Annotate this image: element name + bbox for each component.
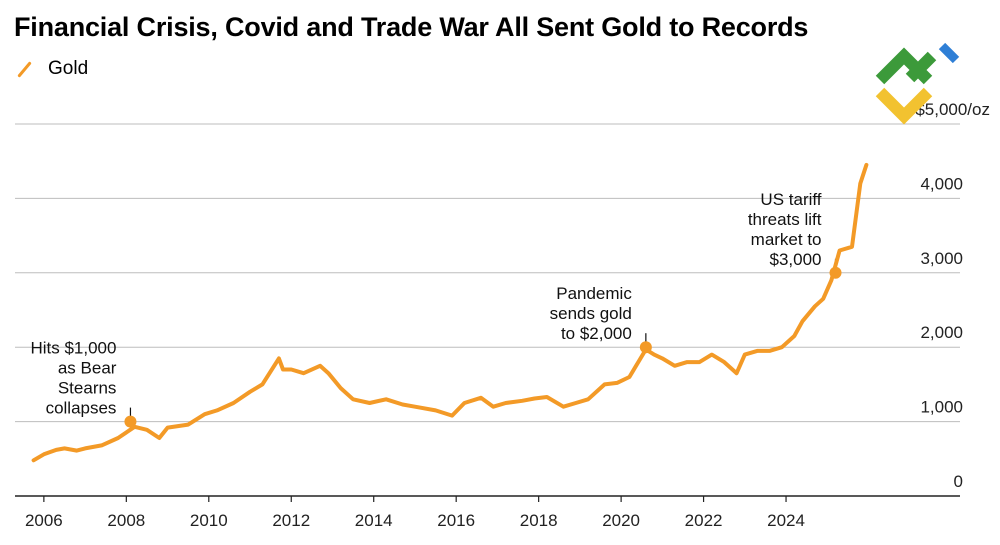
y-tick-label: 1,000 [920,398,963,417]
x-tick-label: 2022 [685,511,723,530]
annotation-text: Hits $1,000 [30,339,116,358]
x-tick-label: 2014 [355,511,393,530]
annotation-text: $3,000 [770,250,822,269]
y-tick-label: 2,000 [920,323,963,342]
legend-label-gold: Gold [48,58,89,79]
annotation-text: as Bear [58,359,117,378]
annotation-marker [829,266,842,279]
chart-title: Financial Crisis, Covid and Trade War Al… [14,12,809,42]
x-tick-label: 2006 [25,511,63,530]
y-tick-label: 4,000 [920,174,963,193]
annotation-text: to $2,000 [561,324,632,343]
annotation-text: Stearns [58,379,117,398]
chart-legend: Gold [14,58,88,80]
x-tick-label: 2018 [520,511,558,530]
annotation-text: US tariff [760,190,821,209]
annotation-text: market to [751,230,822,249]
x-tick-label: 2008 [107,511,145,530]
annotation-text: collapses [46,399,117,418]
gold-price-line [31,162,869,463]
y-tick-label: 3,000 [920,249,963,268]
y-tick-label: 0 [954,472,963,491]
annotation-marker [639,341,652,354]
x-tick-label: 2016 [437,511,475,530]
annotation-marker [124,415,137,428]
annotation-text: threats lift [748,210,822,229]
x-tick-label: 2010 [190,511,228,530]
axis-layer: 0 1,000 2,000 3,000 4,000 $5,000/oz 2006 2008 20… [25,100,990,530]
annotation-text: sends gold [550,304,632,323]
watermark-logo-icon [875,42,960,125]
x-tick-label: 2020 [602,511,640,530]
x-tick-label: 2012 [272,511,310,530]
series-layer [31,162,869,463]
y-tick-label: $5,000/oz [915,100,990,119]
annotation-text: Pandemic [556,284,632,303]
grid-layer [15,123,960,497]
x-tick-label: 2024 [767,511,805,530]
